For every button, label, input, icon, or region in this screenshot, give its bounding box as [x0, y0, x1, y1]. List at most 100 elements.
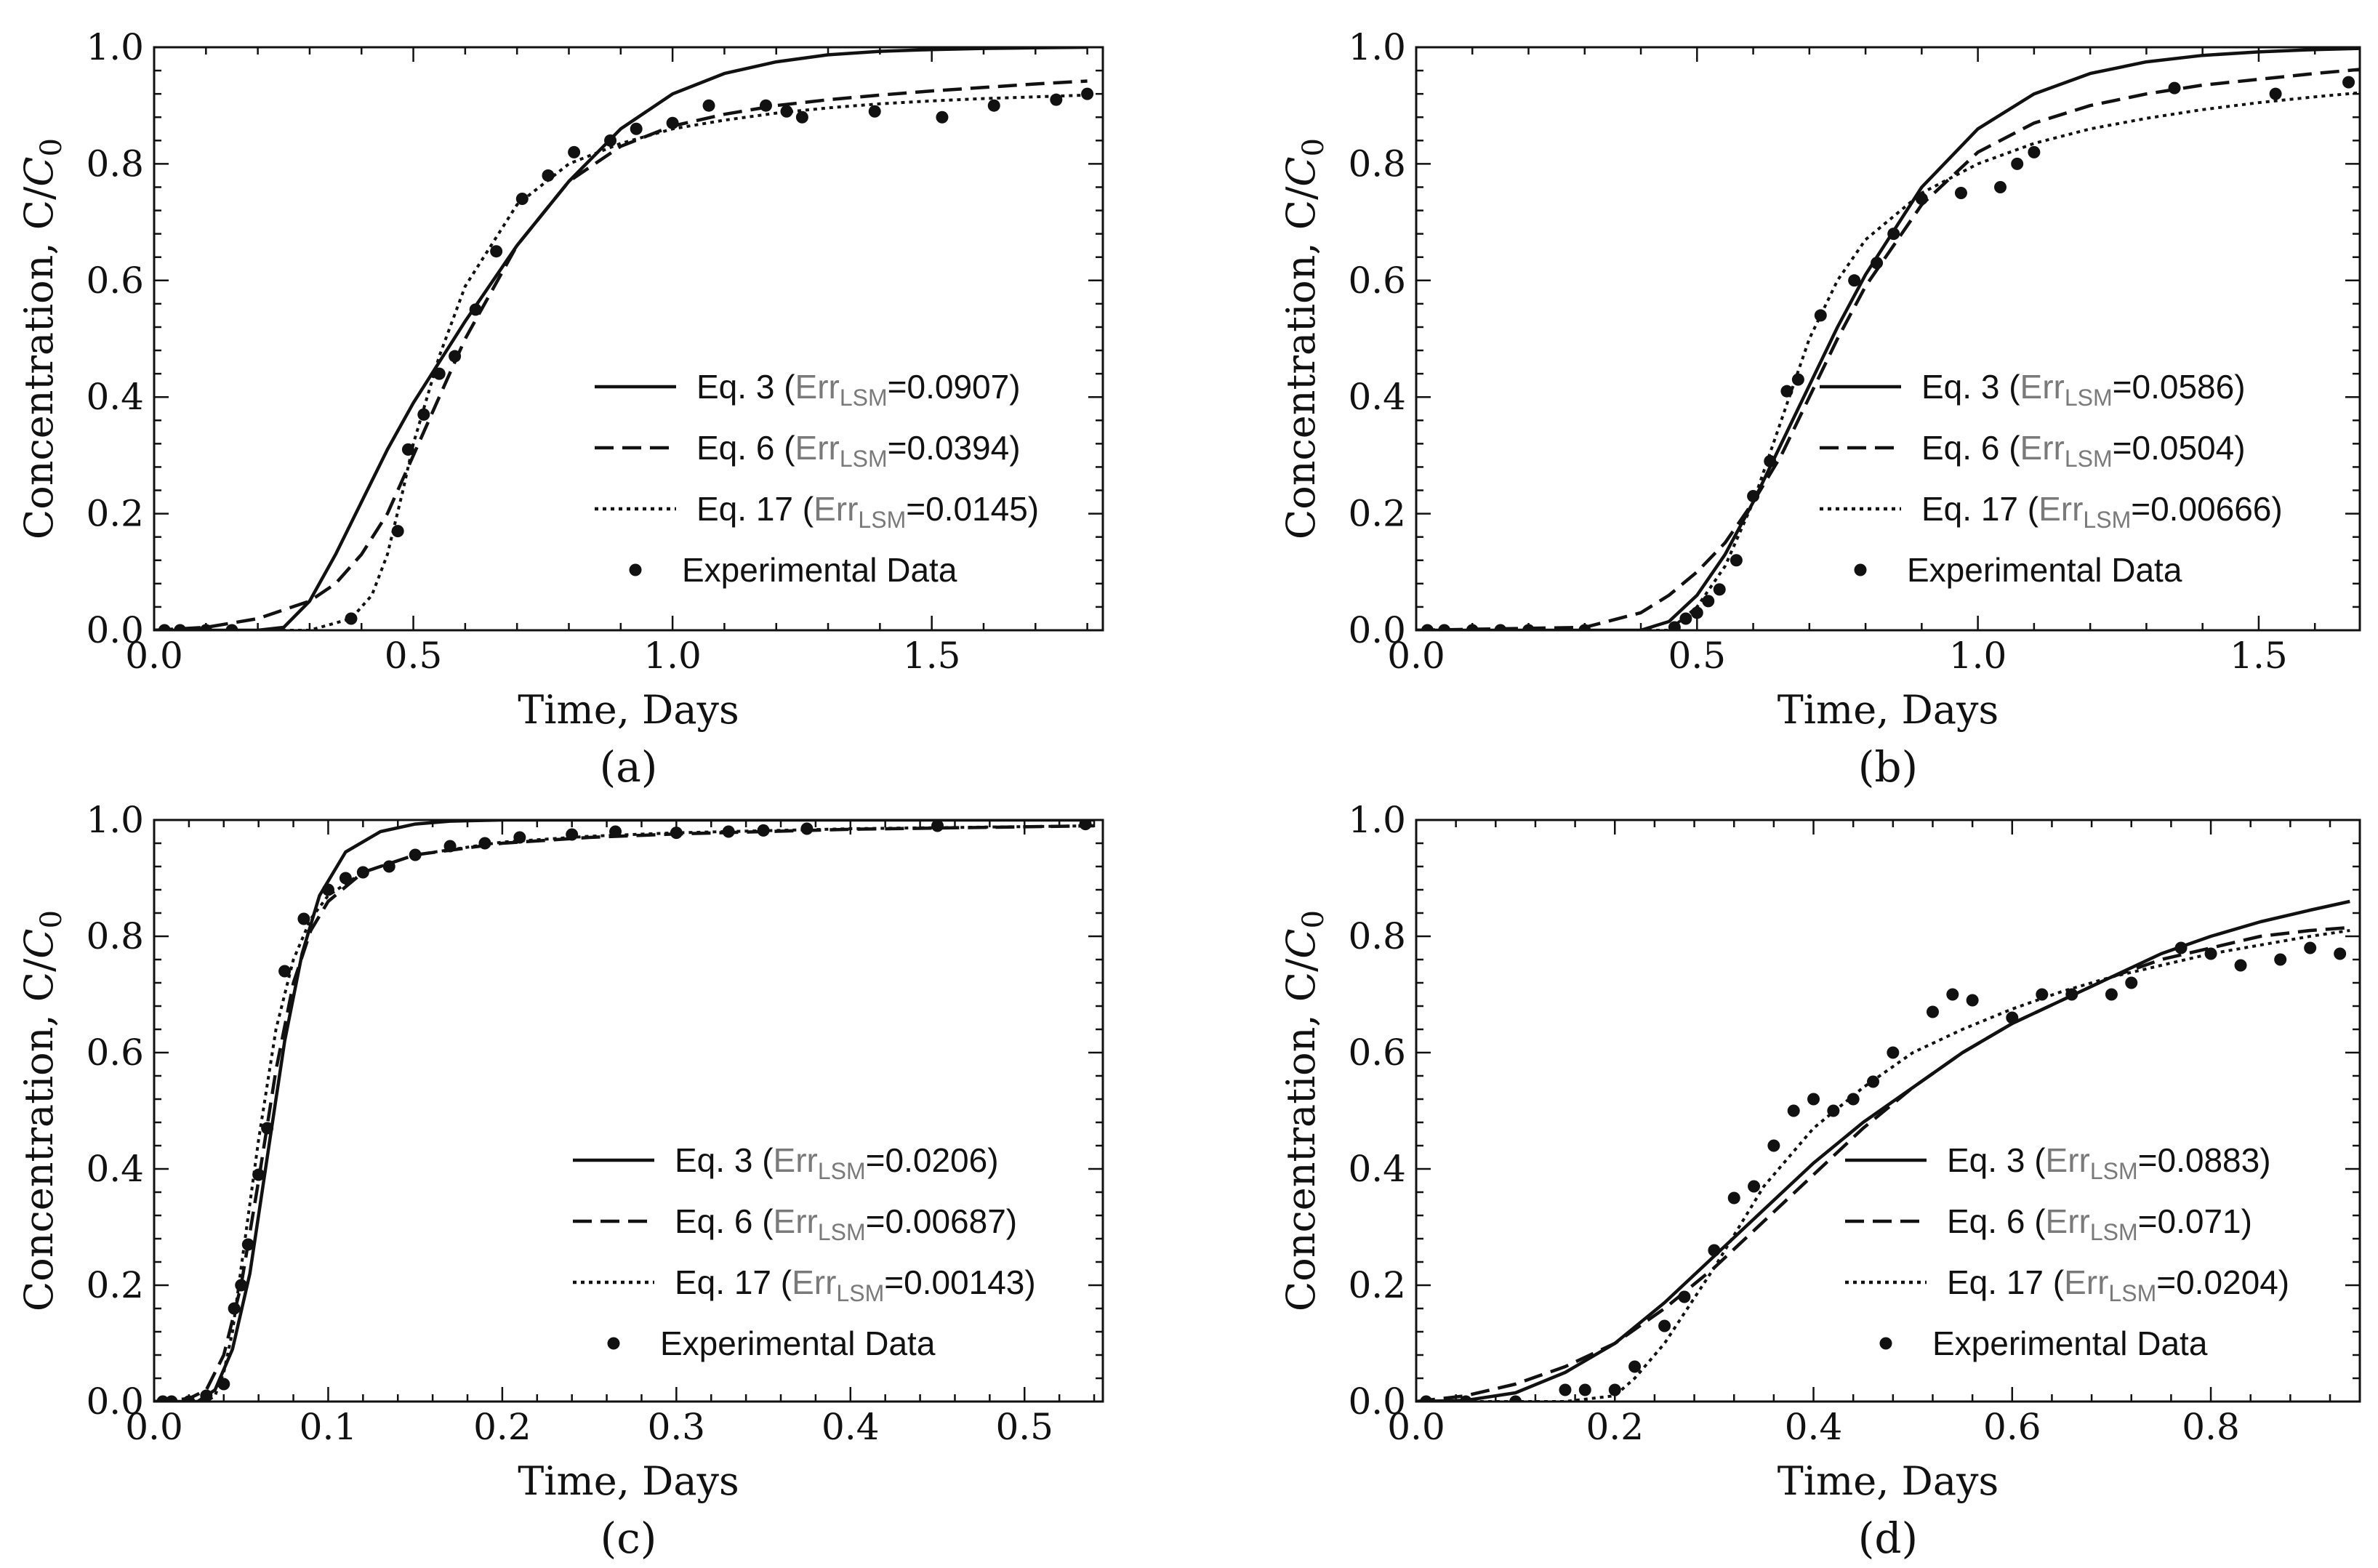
experimental-data-point [2234, 959, 2247, 972]
y-tick-label: 0.4 [86, 1148, 144, 1190]
legend-entry: Eq. 3 (ErrLSM=0.0206) [675, 1141, 999, 1184]
legend-entry: Eq. 17 (ErrLSM=0.00143) [675, 1263, 1036, 1306]
experimental-data-point [1966, 994, 1979, 1007]
experimental-data-point [2105, 988, 2118, 1001]
legend-entry: Eq. 6 (ErrLSM=0.0504) [1921, 429, 2246, 472]
experimental-data-point [449, 350, 462, 363]
experimental-data-point [1727, 1191, 1740, 1205]
experimental-data-point [2334, 947, 2347, 960]
experimental-data-point [200, 1389, 213, 1402]
legend-entry: Eq. 6 (ErrLSM=0.071) [1947, 1202, 2252, 1245]
experimental-data-point [566, 828, 579, 841]
plot-frame [153, 46, 1104, 632]
legend-entry-experimental: Experimental Data [1932, 1324, 2208, 1362]
y-tick-label: 0.8 [1348, 915, 1406, 957]
legend-entry: Eq. 3 (ErrLSM=0.0883) [1947, 1141, 2271, 1184]
legend: Eq. 3 (ErrLSM=0.0907) Eq. 6 (ErrLSM=0.039… [595, 368, 1039, 589]
panel-label: (d) [1858, 1513, 1918, 1563]
x-tick-label: 0.0 [125, 1406, 183, 1448]
y-tick-label: 1.0 [1348, 799, 1406, 841]
legend-entry: Eq. 17 (ErrLSM=0.00666) [1921, 490, 2283, 533]
x-axis-label: Time, Days [1778, 687, 1999, 733]
experimental-data-point [1764, 454, 1777, 467]
experimental-data-point [604, 134, 617, 147]
y-tick-label: 0.0 [86, 609, 144, 651]
experimental-data-point [1459, 1395, 1472, 1402]
experimental-data-point [722, 825, 735, 838]
legend: Eq. 3 (ErrLSM=0.0206) Eq. 6 (ErrLSM=0.006… [573, 1141, 1036, 1362]
experimental-data-point [1420, 1395, 1433, 1402]
experimental-data-point [1668, 621, 1681, 630]
x-tick-label: 0.1 [300, 1406, 358, 1448]
experimental-data-point [2269, 87, 2282, 100]
y-tick-label: 0.6 [1348, 260, 1406, 302]
experimental-data-point [1509, 1395, 1522, 1402]
experimental-data-point [1730, 554, 1743, 567]
panel-label: (b) [1858, 742, 1918, 792]
experimental-data-point [1559, 1383, 1572, 1396]
x-tick-label: 0.5 [385, 635, 443, 677]
experimental-data-point [1079, 820, 1092, 831]
experimental-data-point [182, 1395, 196, 1402]
experimental-data-point [217, 1378, 230, 1391]
experimental-data-point [345, 612, 358, 625]
y-tick-label: 0.0 [1348, 1380, 1406, 1423]
experimental-data-point [542, 169, 555, 182]
x-tick-label: 0.0 [1387, 635, 1445, 677]
experimental-data-point [1050, 93, 1063, 106]
experimental-data-point [1658, 1319, 1671, 1332]
y-tick-label: 0.6 [86, 260, 144, 302]
plot-frame [153, 819, 1104, 1403]
plot-frame [1415, 819, 2361, 1403]
x-tick-label: 0.0 [125, 635, 183, 677]
legend-entry-experimental: Experimental Data [682, 551, 957, 589]
experimental-data-point [800, 822, 814, 835]
x-tick-label: 1.0 [1949, 635, 2007, 677]
experimental-data-point [1081, 87, 1094, 100]
experimental-data-point [433, 367, 446, 380]
legend-entry: Eq. 6 (ErrLSM=0.0394) [696, 429, 1021, 472]
experimental-data-point [1954, 187, 1967, 199]
series-group [154, 47, 1094, 630]
y-tick-label: 1.0 [1348, 26, 1406, 68]
experimental-data-point [1702, 595, 1715, 608]
experimental-data-point [1708, 1244, 1721, 1257]
legend-entry: Eq. 17 (ErrLSM=0.0145) [696, 490, 1039, 533]
experimental-data-point [2125, 976, 2138, 989]
experimental-data-point [1847, 1093, 1860, 1106]
experimental-data-point [409, 848, 422, 861]
series-line-eq-6 [154, 79, 1088, 630]
experimental-data-point [2274, 953, 2287, 966]
legend: Eq. 3 (ErrLSM=0.0586) Eq. 6 (ErrLSM=0.050… [1820, 368, 2283, 589]
experimental-data-point [702, 99, 715, 112]
experimental-data-point [1946, 988, 1959, 1001]
experimental-data-point [235, 1279, 248, 1292]
experimental-data-point [609, 825, 622, 838]
experimental-data-point [252, 1168, 265, 1181]
x-tick-label: 1.5 [2230, 635, 2288, 677]
experimental-data-point [469, 303, 482, 316]
x-axis-label: Time, Days [1778, 1458, 1999, 1504]
x-tick-label: 0.5 [995, 1406, 1053, 1448]
experimental-data-point [2168, 81, 2181, 95]
experimental-data-point [868, 105, 881, 118]
chart-panel-b: 0.0 0.2 0.4 0.6 0.8 1.0 0.0 0.5 1.0 1.5 Time, Days… [1278, 26, 2361, 792]
experimental-data-point [931, 820, 944, 832]
x-tick-label: 0.4 [822, 1406, 880, 1448]
experimental-data-point [490, 245, 503, 258]
series-line-eq-17 [1416, 91, 2360, 630]
experimental-data-point [1867, 1075, 1880, 1088]
experimental-data-point [2036, 988, 2049, 1001]
series-group [1416, 899, 2350, 1402]
experimental-data-point [2011, 157, 2024, 170]
y-tick-label: 0.4 [86, 376, 144, 418]
series-line-eq-3 [154, 47, 1088, 630]
experimental-data-point [2304, 941, 2317, 954]
y-tick-label: 0.2 [1348, 1264, 1406, 1306]
x-tick-label: 0.6 [1983, 1406, 2041, 1448]
experimental-data-point [1679, 612, 1692, 625]
series-line-eq-17 [1416, 929, 2350, 1402]
experimental-data-point [478, 837, 491, 850]
experimental-data-point [1767, 1139, 1780, 1152]
